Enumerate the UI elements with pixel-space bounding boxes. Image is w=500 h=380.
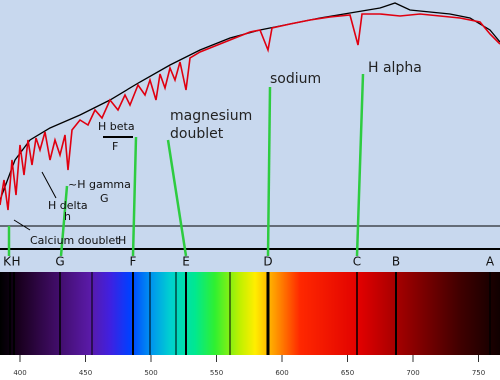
annotation: G [100, 192, 109, 205]
line-letter: G [55, 255, 64, 269]
line-letter: F [130, 255, 137, 269]
annotation: H delta [48, 199, 88, 212]
spectrum [0, 272, 500, 355]
annotation: sodium [270, 71, 321, 87]
annotation: h [64, 210, 71, 223]
annotation: F [112, 140, 118, 153]
leader [59, 185, 69, 257]
annotation: magnesium [170, 108, 252, 124]
axis-label: 650 [341, 369, 354, 377]
annotation: H beta [98, 120, 135, 133]
line-letter: E [182, 255, 190, 269]
annotation: H alpha [368, 60, 422, 76]
absorption-lines [9, 272, 491, 355]
axis-label: 450 [79, 369, 92, 377]
axis-background [0, 355, 500, 380]
line-letter: A [486, 255, 495, 269]
leader [131, 136, 138, 257]
solar-curve [0, 13, 500, 211]
annotation: H [118, 234, 126, 247]
plot-background [0, 0, 500, 272]
axis-label: 750 [472, 369, 485, 377]
leader [355, 73, 365, 257]
wavelength-axis: 400 450 500 550 600 650 700 750 [13, 355, 485, 377]
pointer [41, 171, 57, 199]
axis-label: 500 [144, 369, 157, 377]
line-letter: B [392, 255, 400, 269]
annotation: Calcium doublet [30, 234, 120, 247]
line-letter: K [3, 255, 12, 269]
axis-label: 700 [406, 369, 419, 377]
axis-label: 550 [210, 369, 223, 377]
annotation: ~H gamma [68, 178, 131, 191]
leader [266, 86, 272, 257]
line-letter: D [263, 255, 272, 269]
leader [166, 139, 188, 257]
annotation: doublet [170, 126, 224, 142]
pointer [13, 219, 31, 231]
line-letter: H [11, 255, 20, 269]
axis-label: 400 [13, 369, 26, 377]
line-letter: C [353, 255, 361, 269]
axis-label: 600 [275, 369, 288, 377]
